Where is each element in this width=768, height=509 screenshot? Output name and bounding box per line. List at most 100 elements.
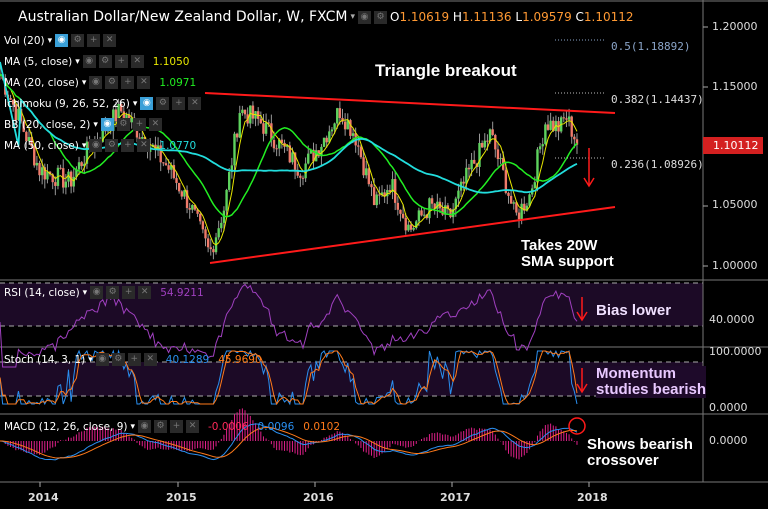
gear-icon[interactable]: ⚙	[105, 139, 119, 152]
indicator-legend[interactable]: Ichimoku (9, 26, 52, 26) ▾ ◉ ⚙ + ✕	[4, 97, 210, 110]
visibility-icon[interactable]: ◉	[82, 55, 96, 68]
candle	[301, 177, 305, 179]
candle	[412, 227, 415, 230]
candle	[417, 210, 421, 222]
candle	[478, 142, 481, 167]
candle	[372, 187, 376, 206]
indicator-legend[interactable]: MA (50, close) ▾ ◉ ⚙ + ✕ 1.0770	[4, 139, 197, 152]
candle	[357, 145, 360, 147]
candle	[322, 137, 326, 147]
chevron-down-icon[interactable]: ▾	[93, 119, 98, 130]
candle	[159, 145, 162, 163]
candle	[130, 117, 133, 123]
candle	[486, 140, 489, 142]
plus-icon[interactable]: +	[172, 97, 186, 110]
candle	[164, 163, 168, 166]
candle	[404, 217, 407, 231]
candle	[380, 192, 384, 195]
candle	[467, 167, 471, 170]
indicator-legend[interactable]: Vol (20) ▾ ◉ ⚙ + ✕	[4, 34, 125, 47]
candle	[570, 116, 573, 137]
price-tick: 1.15000	[712, 80, 758, 93]
candle	[9, 97, 12, 100]
candle	[270, 123, 273, 141]
gear-icon[interactable]: ⚙	[71, 34, 85, 47]
visibility-icon[interactable]: ◉	[358, 10, 371, 24]
candle	[272, 140, 276, 149]
chevron-down-icon[interactable]: ▾	[132, 98, 138, 109]
close-icon[interactable]: ✕	[103, 34, 117, 47]
arrow-down-icon	[576, 383, 588, 394]
candle	[454, 198, 457, 210]
chevron-down-icon[interactable]: ▾	[81, 77, 87, 88]
plus-icon[interactable]: +	[132, 118, 146, 131]
candle	[154, 144, 157, 149]
close-icon[interactable]: ✕	[137, 76, 151, 89]
visibility-icon[interactable]: ◉	[89, 139, 103, 152]
stoch-band	[0, 362, 703, 396]
plus-icon[interactable]: +	[121, 139, 135, 152]
candle	[325, 137, 328, 143]
candle	[30, 137, 33, 147]
arrow-down-icon	[576, 311, 588, 322]
candle	[446, 205, 450, 209]
candle	[422, 214, 426, 216]
crossover-circle	[568, 417, 586, 435]
visibility-icon[interactable]: ◉	[140, 97, 154, 110]
candle	[14, 104, 18, 121]
chevron-down-icon[interactable]: ▾	[81, 140, 87, 151]
candle	[299, 175, 302, 178]
visibility-icon[interactable]: ◉	[89, 76, 103, 89]
visibility-icon[interactable]: ◉	[55, 34, 69, 47]
candle	[393, 179, 397, 203]
close-icon[interactable]: ✕	[148, 118, 162, 131]
candle	[391, 179, 394, 192]
candle	[349, 120, 352, 136]
chevron-down-icon[interactable]: ▾	[350, 12, 355, 22]
candle	[401, 213, 405, 218]
gear-icon[interactable]: ⚙	[98, 55, 112, 68]
indicator-legend[interactable]: BB (20, close, 2) ▾ ◉ ⚙ + ✕	[4, 118, 171, 131]
plus-icon[interactable]: +	[114, 55, 128, 68]
macd-legend[interactable]: MACD (12, 26, close, 9) ▾ ◉ ⚙ + ✕ -0.0006 0.009…	[4, 420, 341, 433]
indicator-legend[interactable]: MA (5, close) ▾ ◉ ⚙ + ✕ 1.1050	[4, 55, 190, 68]
candle	[141, 137, 144, 139]
gear-icon[interactable]: ⚙	[116, 118, 130, 131]
close-icon[interactable]: ✕	[137, 139, 151, 152]
candle	[77, 162, 81, 170]
candle	[512, 202, 515, 204]
chevron-down-icon[interactable]: ▾	[47, 35, 53, 46]
candle	[172, 165, 176, 179]
candle	[451, 209, 455, 218]
time-tick: 2018	[577, 491, 608, 504]
gear-icon[interactable]: ⚙	[156, 97, 170, 110]
candle	[156, 145, 160, 149]
close-icon[interactable]: ✕	[188, 97, 202, 110]
close-icon[interactable]: ✕	[130, 55, 144, 68]
plus-icon[interactable]: +	[121, 76, 135, 89]
visibility-icon[interactable]: ◉	[100, 118, 114, 131]
gear-icon[interactable]: ⚙	[105, 76, 119, 89]
candle	[25, 131, 28, 142]
candle	[167, 165, 170, 170]
rsi-line	[0, 283, 578, 368]
chevron-down-icon[interactable]: ▾	[75, 56, 80, 67]
price-tick: 1.05000	[712, 198, 758, 211]
price-tick: 1.20000	[712, 20, 758, 33]
plus-icon[interactable]: +	[87, 34, 101, 47]
indicator-legend[interactable]: MA (20, close) ▾ ◉ ⚙ + ✕ 1.0971	[4, 76, 197, 89]
fib-level-0.5: 0.5(1.18892)	[611, 40, 691, 53]
candle	[444, 205, 447, 215]
candle	[567, 116, 571, 120]
gear-icon[interactable]: ⚙	[374, 10, 387, 24]
chart-title[interactable]: Australian Dollar/New Zealand Dollar, W,…	[18, 9, 634, 25]
stoch-k-line	[0, 349, 578, 406]
stoch-legend[interactable]: Stoch (14, 3, 1) ▾ ◉ ⚙ + ✕ 40.1289 45.9690	[4, 353, 262, 366]
candle	[575, 139, 579, 145]
candle	[267, 122, 270, 124]
candle	[196, 209, 199, 214]
candle	[562, 117, 566, 119]
rsi-legend[interactable]: RSI (14, close) ▾ ◉ ⚙ + ✕ 54.9211	[4, 286, 204, 299]
macd-signal-line	[0, 426, 578, 459]
